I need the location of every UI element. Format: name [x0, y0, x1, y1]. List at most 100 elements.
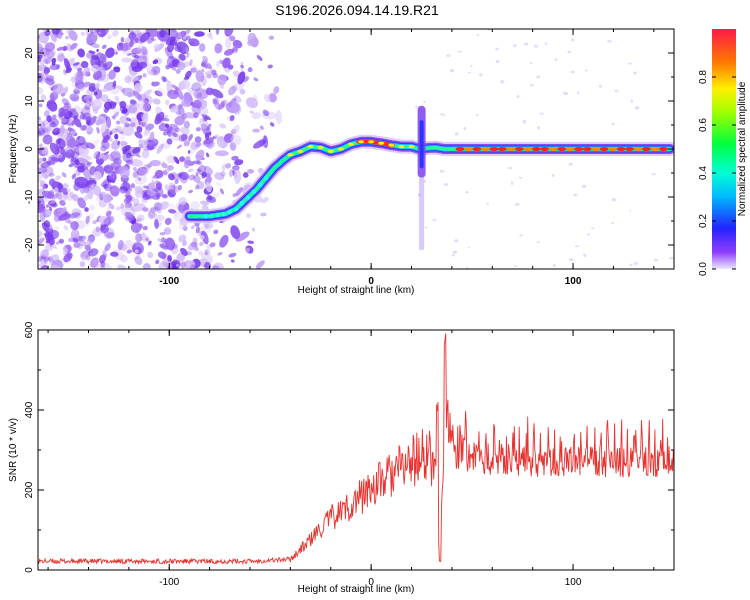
- noise-blob: [103, 193, 112, 204]
- noise-blob: [79, 114, 86, 120]
- noise-blob: [77, 165, 85, 173]
- noise-blob: [85, 254, 91, 261]
- noise-speck: [467, 246, 471, 249]
- ridge-peak: [659, 147, 669, 151]
- noise-blob: [154, 90, 163, 97]
- noise-blob: [198, 250, 204, 256]
- noise-blob: [112, 84, 117, 90]
- noise-blob: [117, 240, 124, 251]
- noise-speck: [533, 45, 539, 48]
- noise-blob: [86, 162, 93, 165]
- noise-blob: [159, 243, 169, 250]
- ridge-dot: [215, 212, 220, 218]
- noise-blob: [115, 206, 121, 211]
- noise-blob: [40, 249, 49, 260]
- noise-speck: [510, 181, 514, 185]
- noise-blob: [203, 116, 208, 122]
- noise-blob: [77, 197, 86, 209]
- noise-blob: [260, 212, 267, 217]
- noise-blob: [129, 39, 134, 48]
- noise-blob: [136, 154, 141, 158]
- noise-blob: [123, 148, 131, 156]
- noise-blob: [207, 123, 212, 128]
- noise-speck: [629, 263, 633, 267]
- noise-blob: [52, 246, 58, 250]
- colorbar-gradient: [712, 29, 736, 269]
- noise-blob: [41, 146, 49, 155]
- ridge-peak: [531, 147, 541, 151]
- noise-blob: [148, 209, 156, 220]
- noise-blob: [252, 128, 261, 133]
- noise-blob: [151, 179, 156, 184]
- noise-blob: [103, 101, 113, 110]
- noise-blob: [38, 64, 43, 72]
- spectrogram-xlabel: Height of straight line (km): [298, 285, 415, 296]
- noise-blob: [60, 32, 64, 35]
- noise-blob: [55, 64, 61, 70]
- noise-blob: [142, 120, 150, 132]
- noise-blob: [221, 101, 225, 108]
- noise-blob: [230, 134, 242, 146]
- noise-blob: [148, 240, 152, 245]
- noise-blob: [170, 105, 179, 113]
- noise-blob: [66, 29, 74, 35]
- ridge-peak: [616, 147, 626, 151]
- noise-blob: [253, 94, 258, 100]
- noise-blob: [167, 254, 172, 263]
- noise-blob: [150, 37, 157, 42]
- noise-blob: [239, 88, 246, 95]
- noise-blob: [156, 143, 164, 154]
- noise-blob: [204, 126, 211, 131]
- noise-blob: [208, 31, 212, 37]
- noise-blob: [122, 147, 128, 155]
- noise-blob: [57, 53, 65, 62]
- noise-blob: [204, 64, 209, 69]
- noise-blob: [67, 78, 71, 82]
- noise-blob: [42, 134, 53, 145]
- noise-blob: [102, 61, 113, 71]
- noise-blob: [51, 198, 56, 204]
- noise-blob: [155, 259, 160, 265]
- noise-speck: [476, 114, 479, 117]
- noise-blob: [159, 30, 166, 38]
- noise-blob: [164, 217, 172, 226]
- noise-blob: [255, 260, 265, 269]
- noise-blob: [240, 61, 244, 65]
- noise-blob: [110, 251, 119, 257]
- noise-blob: [233, 124, 240, 135]
- noise-blob: [253, 77, 259, 82]
- noise-blob: [121, 87, 136, 97]
- ridge-peak: [557, 147, 567, 151]
- noise-blob: [93, 91, 98, 96]
- ridge-peak: [523, 147, 533, 151]
- noise-blob: [38, 87, 44, 95]
- noise-blob: [57, 113, 63, 120]
- noise-blob: [133, 90, 143, 100]
- noise-blob: [247, 39, 255, 47]
- noise-blob: [171, 132, 178, 138]
- noise-blob: [56, 241, 60, 245]
- noise-speck: [583, 253, 587, 258]
- noise-blob: [94, 29, 99, 33]
- noise-blob: [93, 171, 102, 181]
- noise-blob: [178, 171, 190, 180]
- noise-speck: [568, 258, 574, 262]
- noise-blob: [119, 100, 127, 109]
- noise-blob: [122, 152, 133, 163]
- noise-blob: [103, 184, 109, 189]
- noise-speck: [529, 84, 534, 87]
- noise-blob: [174, 115, 185, 126]
- ridge-dot: [239, 201, 245, 206]
- y-tick-label: -10: [24, 189, 35, 204]
- noise-blob: [157, 251, 167, 259]
- noise-blob: [157, 238, 161, 242]
- spectrogram-ylabel: Frequency (Hz): [8, 115, 19, 184]
- ridge-peak: [388, 143, 395, 147]
- noise-blob: [59, 124, 65, 137]
- noise-blob: [141, 149, 150, 159]
- noise-blob: [125, 152, 132, 159]
- noise-blob: [153, 69, 157, 74]
- noise-speck: [568, 162, 574, 166]
- noise-blob: [178, 196, 187, 205]
